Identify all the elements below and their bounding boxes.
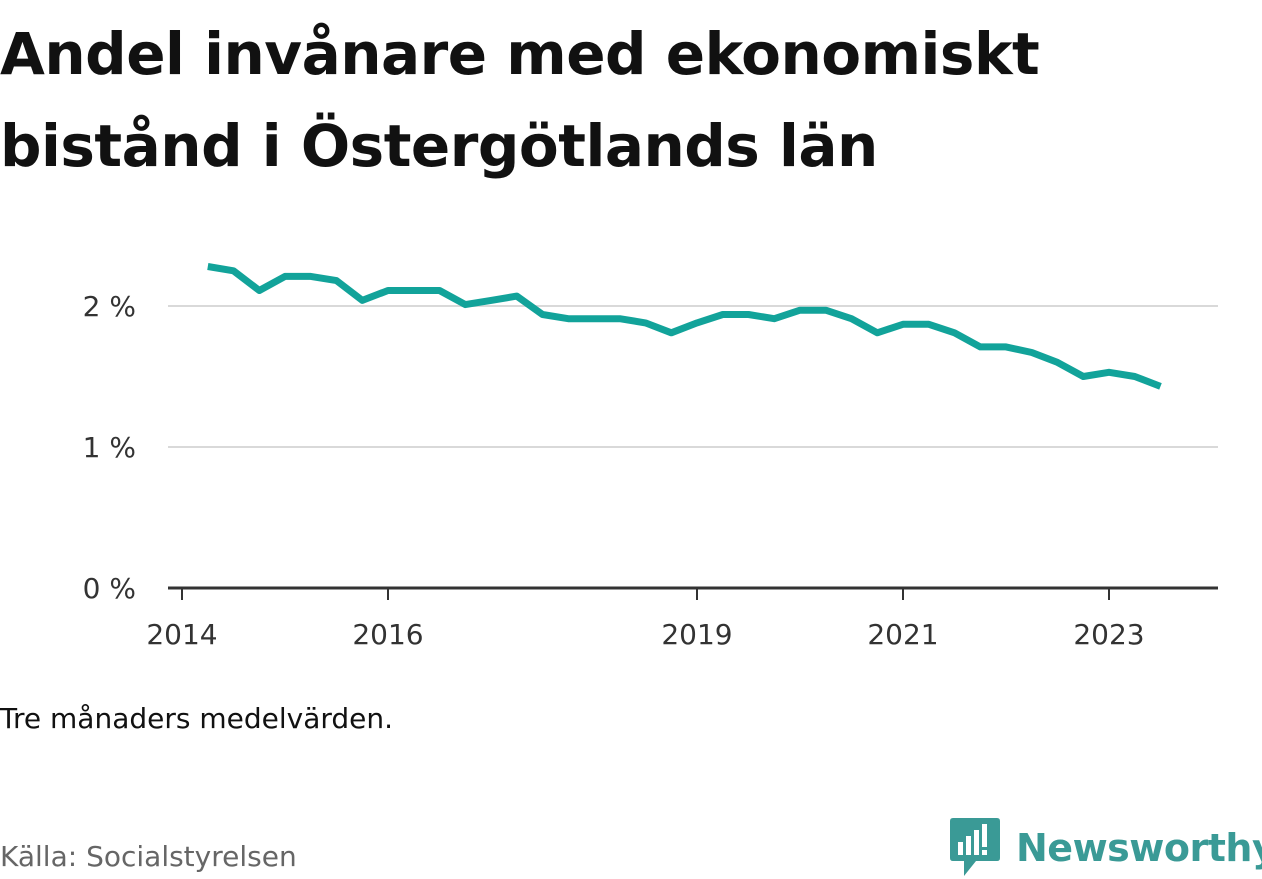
data-point [1055,359,1061,365]
data-point [720,312,726,318]
data-point [205,264,211,270]
data-point [282,273,288,279]
data-point [1080,374,1086,380]
x-tick-label: 2021 [867,618,938,651]
chart-note: Tre månaders medelvärden. [0,702,394,735]
data-point [823,307,829,313]
data-point [900,321,906,327]
data-point [591,316,597,322]
data-point [1158,383,1164,389]
newsworthy-logo-icon [950,818,1000,876]
data-point [1106,369,1112,375]
y-tick-label: 0 % [83,572,136,605]
brand-logo: Newsworthy [950,818,1262,878]
x-tick-label: 2019 [661,618,732,651]
data-point [668,330,674,336]
data-point [643,320,649,326]
data-point [256,288,262,294]
x-tick-label: 2016 [352,618,423,651]
data-point [1029,350,1035,356]
data-point [359,297,365,303]
line-chart: 0 % 1 % 2 % 2014 2016 2019 2021 2023 [83,263,1218,651]
data-point [694,320,700,326]
data-point [462,302,468,308]
data-point [977,344,983,350]
data-point [540,312,546,318]
data-point [308,273,314,279]
data-point [565,316,571,322]
x-tick-label: 2023 [1073,618,1144,651]
grid-lines [168,305,1218,448]
data-point [231,268,237,274]
x-tick-label: 2014 [146,618,217,651]
data-point [488,297,494,303]
data-point [797,307,803,313]
data-point [617,316,623,322]
data-point [385,288,391,294]
series-layer [205,263,1164,390]
data-point [334,278,340,284]
data-point [1003,344,1009,350]
data-point [952,330,958,336]
data-point [874,330,880,336]
data-point [926,321,932,327]
chart-title: Andel invånare med ekonomiskt bistånd i … [0,20,1040,180]
data-point [849,316,855,322]
data-point [437,288,443,294]
data-point [411,288,417,294]
axes: 0 % 1 % 2 % 2014 2016 2019 2021 2023 [83,290,1218,651]
y-tick-label: 2 % [83,290,136,323]
data-point [746,312,752,318]
data-point [514,293,520,299]
y-tick-label: 1 % [83,431,136,464]
series-line [207,263,1162,390]
data-point [771,316,777,322]
brand-name: Newsworthy [1016,826,1262,870]
source-text: Källa: Socialstyrelsen [0,840,297,873]
data-point [1132,374,1138,380]
